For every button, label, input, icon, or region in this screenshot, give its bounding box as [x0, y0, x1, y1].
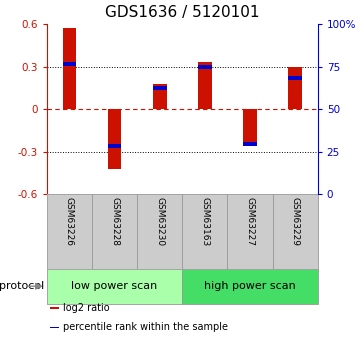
Bar: [198, 65, 212, 69]
Bar: [273, 195, 318, 269]
Text: GSM63227: GSM63227: [245, 197, 255, 246]
Bar: [92, 195, 137, 269]
Bar: [153, 84, 166, 109]
Bar: [227, 195, 273, 269]
Bar: [288, 67, 302, 109]
Bar: [47, 269, 182, 304]
Bar: [198, 62, 212, 109]
Text: GSM63229: GSM63229: [291, 197, 300, 246]
Text: GSM63226: GSM63226: [65, 197, 74, 246]
Bar: [243, 142, 257, 146]
Title: GDS1636 / 5120101: GDS1636 / 5120101: [105, 5, 260, 20]
Text: percentile rank within the sample: percentile rank within the sample: [63, 322, 228, 332]
Bar: [243, 109, 257, 143]
Text: protocol: protocol: [0, 281, 44, 291]
Bar: [288, 76, 302, 80]
Text: GSM63228: GSM63228: [110, 197, 119, 246]
Text: high power scan: high power scan: [204, 281, 296, 291]
Bar: [50, 326, 59, 328]
Text: GSM63230: GSM63230: [155, 197, 164, 246]
Bar: [182, 269, 318, 304]
Bar: [50, 307, 59, 309]
Text: low power scan: low power scan: [71, 281, 158, 291]
Bar: [182, 195, 227, 269]
Bar: [63, 62, 76, 66]
Bar: [153, 86, 166, 90]
Bar: [108, 109, 121, 169]
Text: GSM63163: GSM63163: [200, 197, 209, 246]
Bar: [63, 28, 76, 109]
Bar: [137, 195, 182, 269]
Bar: [108, 144, 121, 148]
Bar: [47, 195, 92, 269]
Text: log2 ratio: log2 ratio: [63, 303, 110, 313]
